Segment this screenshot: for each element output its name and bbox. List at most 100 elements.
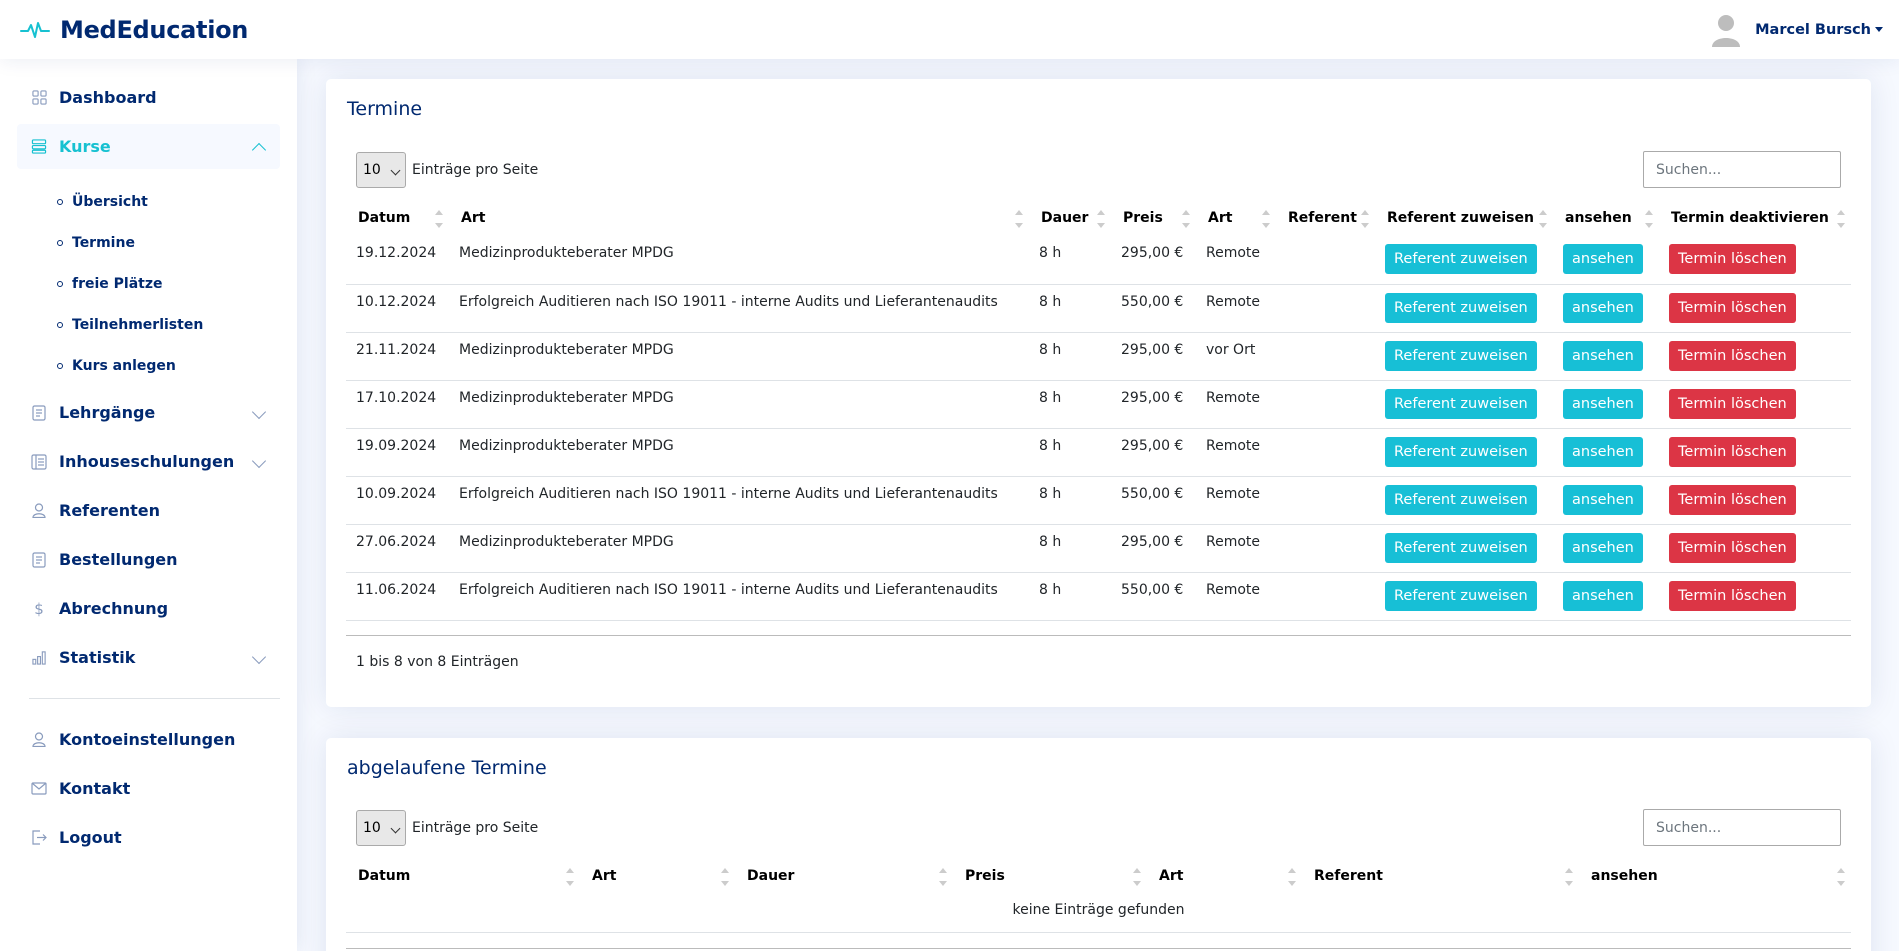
- header-label: Preis: [1123, 210, 1163, 226]
- column-header[interactable]: Art: [1147, 858, 1302, 894]
- column-header[interactable]: Dauer: [1029, 200, 1111, 236]
- view-button[interactable]: ansehen: [1563, 436, 1643, 467]
- kurse-submenu: Übersicht Termine freie Plätze Teilnehme…: [17, 173, 280, 390]
- sidebar-item-logout[interactable]: Logout: [17, 815, 280, 860]
- assign-referent-button[interactable]: Referent zuweisen: [1385, 244, 1537, 274]
- sidebar-item-label: Statistik: [59, 648, 136, 667]
- cell-action: ansehen: [1553, 284, 1659, 332]
- sidebar-subitem-termine[interactable]: Termine: [17, 222, 280, 263]
- cell-dauer: 8 h: [1039, 437, 1062, 454]
- chevron-up-icon: [251, 142, 267, 158]
- header-label: Dauer: [1041, 210, 1089, 226]
- view-button[interactable]: ansehen: [1563, 244, 1643, 274]
- sidebar-item-label: Lehrgänge: [59, 403, 156, 422]
- assign-referent-button[interactable]: Referent zuweisen: [1385, 484, 1537, 515]
- column-header[interactable]: Referent: [1276, 200, 1375, 236]
- column-header[interactable]: Referent zuweisen: [1375, 200, 1553, 236]
- view-button[interactable]: ansehen: [1563, 532, 1643, 563]
- column-header[interactable]: Datum: [346, 200, 449, 236]
- delete-termin-button[interactable]: Termin löschen: [1669, 292, 1796, 323]
- cell-ort: Remote: [1206, 581, 1261, 598]
- assign-referent-button[interactable]: Referent zuweisen: [1385, 388, 1537, 419]
- assign-referent-button[interactable]: Referent zuweisen: [1385, 292, 1537, 323]
- column-header[interactable]: Art: [449, 200, 1029, 236]
- sidebar-item-referenten[interactable]: Referenten: [17, 488, 280, 533]
- cell-action: Termin löschen: [1659, 476, 1851, 524]
- view-button[interactable]: ansehen: [1563, 484, 1643, 515]
- sidebar-subitem-uebersicht[interactable]: Übersicht: [17, 181, 280, 222]
- view-button[interactable]: ansehen: [1563, 388, 1643, 419]
- abgelaufene-termine-card: abgelaufene Termine 10 Einträge pro Seit…: [326, 738, 1871, 951]
- sidebar-item-dashboard[interactable]: Dashboard: [17, 75, 280, 120]
- sidebar-item-statistik[interactable]: Statistik: [17, 635, 280, 680]
- column-header[interactable]: Datum: [346, 858, 580, 894]
- search-input[interactable]: Suchen...: [1643, 151, 1841, 188]
- view-button[interactable]: ansehen: [1563, 292, 1643, 323]
- delete-termin-button[interactable]: Termin löschen: [1669, 340, 1796, 371]
- column-header[interactable]: ansehen: [1553, 200, 1659, 236]
- cell-dauer: 8 h: [1039, 245, 1062, 261]
- search-input[interactable]: Suchen...: [1643, 809, 1841, 846]
- delete-termin-button[interactable]: Termin löschen: [1669, 532, 1796, 563]
- user-name[interactable]: Marcel Bursch: [1755, 22, 1883, 38]
- sidebar-item-abrechnung[interactable]: $ Abrechnung: [17, 586, 280, 631]
- header-label: ansehen: [1565, 210, 1632, 226]
- cell-dauer: 8 h: [1039, 341, 1062, 358]
- column-header[interactable]: Preis: [1111, 200, 1196, 236]
- user-menu[interactable]: Marcel Bursch: [1711, 0, 1883, 59]
- circle-icon: [57, 198, 63, 205]
- assign-referent-button[interactable]: Referent zuweisen: [1385, 532, 1537, 563]
- sidebar-item-lehrgaenge[interactable]: Lehrgänge: [17, 390, 280, 435]
- sort-icon: [1182, 210, 1190, 228]
- sidebar-item-kurse[interactable]: Kurse: [17, 124, 280, 169]
- sidebar-item-kontoeinstellungen[interactable]: Kontoeinstellungen: [17, 717, 280, 762]
- view-button[interactable]: ansehen: [1563, 580, 1643, 611]
- top-header: MedEducation Marcel Bursch: [0, 0, 1899, 59]
- cell-ort: Remote: [1206, 293, 1261, 310]
- column-header[interactable]: Art: [1196, 200, 1276, 236]
- header-label: Art: [461, 210, 486, 226]
- column-header[interactable]: Dauer: [735, 858, 953, 894]
- entries-per-page-select[interactable]: 10: [356, 810, 406, 846]
- sidebar-item-bestellungen[interactable]: Bestellungen: [17, 537, 280, 582]
- header-label: Preis: [965, 868, 1005, 884]
- entries-per-page-select[interactable]: 10: [356, 152, 406, 188]
- sidebar-item-label: Kurse: [59, 137, 111, 156]
- subitem-label: Teilnehmerlisten: [72, 316, 204, 333]
- cell-datum: 10.12.2024: [356, 293, 437, 310]
- header-label: Art: [592, 868, 617, 884]
- subitem-label: Termine: [72, 234, 135, 251]
- column-header[interactable]: Preis: [953, 858, 1147, 894]
- sidebar-subitem-kurs-anlegen[interactable]: Kurs anlegen: [17, 345, 280, 386]
- column-header[interactable]: ansehen: [1579, 858, 1851, 894]
- sidebar-item-label: Referenten: [59, 501, 161, 520]
- termine-table: Datum Art Dauer Preis Art Referent Refer…: [346, 200, 1851, 621]
- cell-referent: [1276, 572, 1375, 620]
- length-label: Einträge pro Seite: [412, 162, 539, 178]
- assign-referent-button[interactable]: Referent zuweisen: [1385, 436, 1537, 467]
- sidebar-item-inhouseschulungen[interactable]: Inhouseschulungen: [17, 439, 280, 484]
- delete-termin-button[interactable]: Termin löschen: [1669, 484, 1796, 515]
- cell-ort: Remote: [1206, 437, 1261, 454]
- cell-action: Referent zuweisen: [1375, 332, 1553, 380]
- brand-logo[interactable]: MedEducation: [20, 0, 248, 59]
- cell-action: Termin löschen: [1659, 428, 1851, 476]
- column-header[interactable]: Referent: [1302, 858, 1579, 894]
- card-title: Termine: [347, 98, 423, 120]
- header-label: ansehen: [1591, 868, 1658, 884]
- column-header[interactable]: Art: [580, 858, 735, 894]
- avatar[interactable]: [1711, 13, 1741, 47]
- view-button[interactable]: ansehen: [1563, 340, 1643, 371]
- cell-art: Medizinprodukteberater MPDG: [459, 533, 674, 550]
- assign-referent-button[interactable]: Referent zuweisen: [1385, 340, 1537, 371]
- grid-icon: [31, 90, 47, 106]
- delete-termin-button[interactable]: Termin löschen: [1669, 580, 1796, 611]
- delete-termin-button[interactable]: Termin löschen: [1669, 388, 1796, 419]
- column-header[interactable]: Termin deaktivieren: [1659, 200, 1851, 236]
- delete-termin-button[interactable]: Termin löschen: [1669, 244, 1796, 274]
- assign-referent-button[interactable]: Referent zuweisen: [1385, 580, 1537, 611]
- sidebar-item-kontakt[interactable]: Kontakt: [17, 766, 280, 811]
- sidebar-subitem-freie-plaetze[interactable]: freie Plätze: [17, 263, 280, 304]
- delete-termin-button[interactable]: Termin löschen: [1669, 436, 1796, 467]
- sidebar-subitem-teilnehmerlisten[interactable]: Teilnehmerlisten: [17, 304, 280, 345]
